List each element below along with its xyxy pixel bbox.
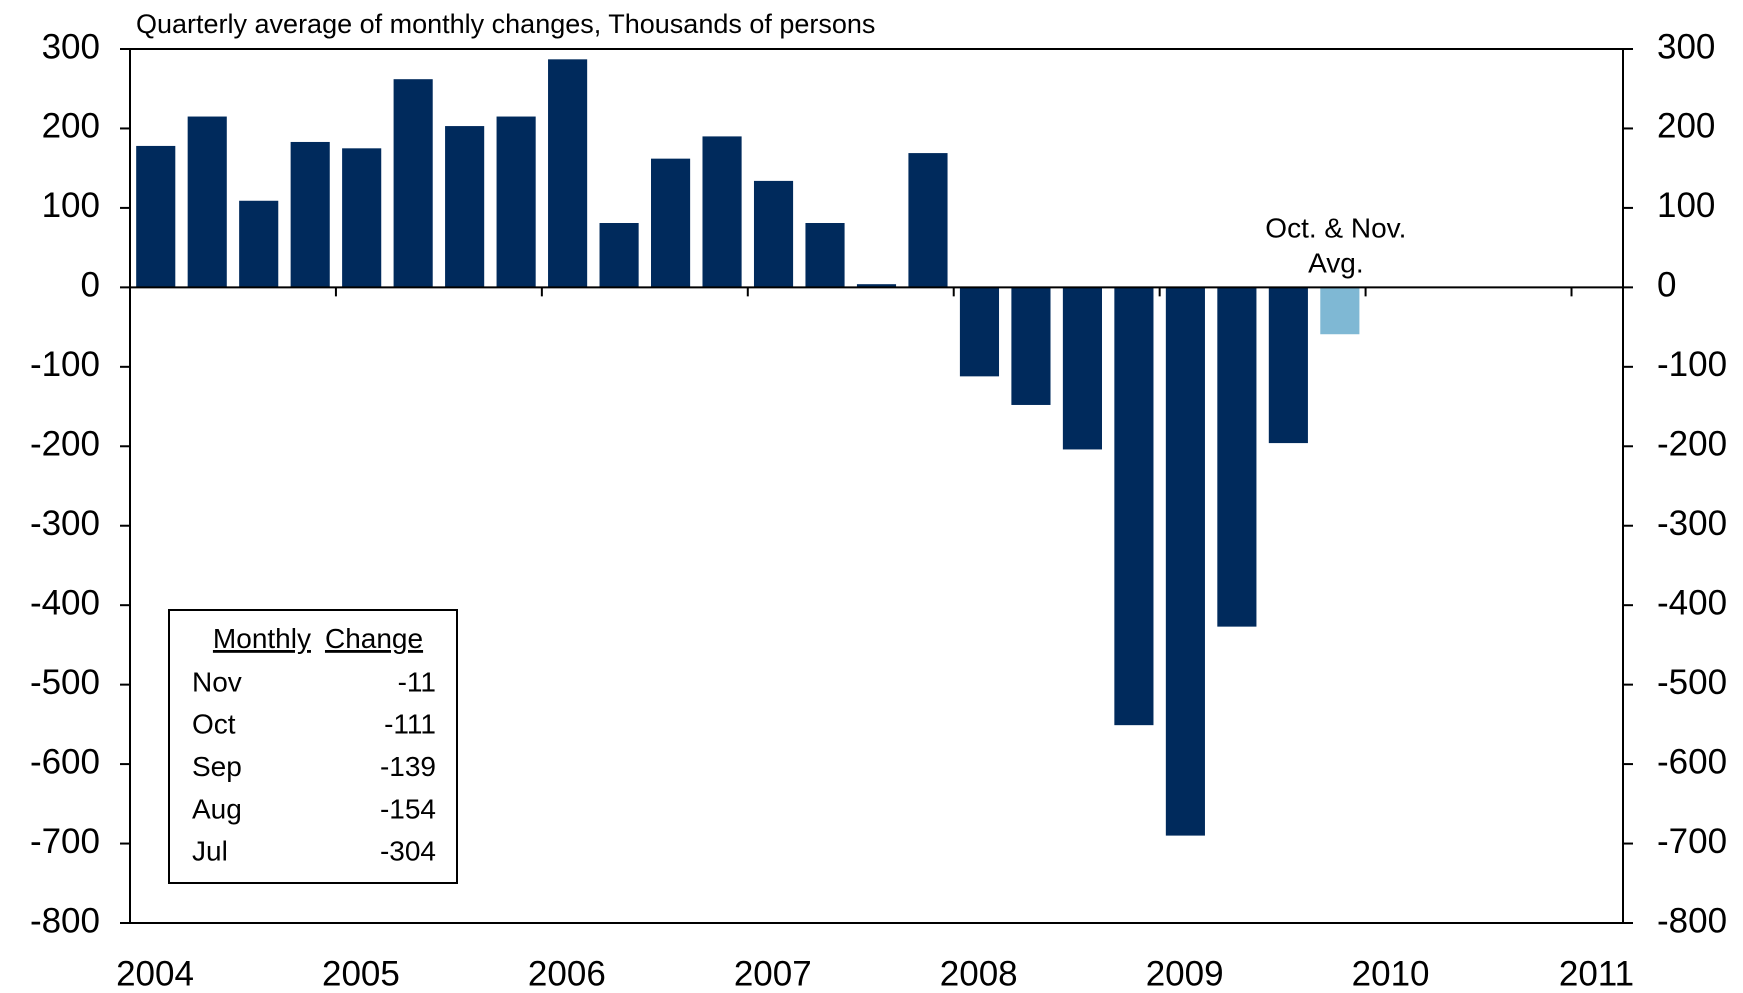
plot-frame bbox=[129, 48, 1624, 924]
table-value: -111 bbox=[384, 709, 436, 740]
annotation: Oct. & Nov. bbox=[1265, 212, 1406, 243]
y2-tick-label: -200 bbox=[1657, 425, 1727, 464]
y-tick-label: -400 bbox=[30, 583, 100, 622]
table-header-cell: Change bbox=[325, 623, 423, 654]
bar bbox=[959, 287, 1000, 377]
y-tick-label: -600 bbox=[30, 742, 100, 781]
table-value: -11 bbox=[398, 666, 436, 697]
bar bbox=[702, 136, 742, 288]
chart-subtitle: Quarterly average of monthly changes, Th… bbox=[136, 9, 875, 39]
bar bbox=[599, 223, 639, 288]
bar bbox=[908, 153, 948, 288]
table-value: -139 bbox=[380, 751, 436, 782]
table-month: Aug bbox=[192, 793, 242, 824]
y-tick-label: -300 bbox=[30, 504, 100, 543]
y2-tick-label: 300 bbox=[1657, 27, 1715, 66]
table-value: -154 bbox=[380, 793, 436, 824]
y-tick-label: -100 bbox=[30, 345, 100, 384]
annotation: Avg. bbox=[1308, 247, 1364, 278]
x-tick-label: 2010 bbox=[1352, 954, 1430, 993]
x-tick-label: 2005 bbox=[322, 954, 400, 993]
bar bbox=[290, 141, 330, 288]
bar bbox=[753, 180, 794, 288]
bar bbox=[187, 116, 227, 288]
inset-table bbox=[168, 609, 458, 884]
bar bbox=[1114, 287, 1154, 726]
y-tick-label: -700 bbox=[30, 822, 100, 861]
y-tick-label: 100 bbox=[42, 186, 100, 225]
table-value: -304 bbox=[380, 836, 436, 867]
bar bbox=[1062, 287, 1102, 450]
bar bbox=[393, 79, 433, 288]
bar bbox=[342, 148, 382, 288]
y2-tick-label: -500 bbox=[1657, 663, 1727, 702]
x-tick-label: 2007 bbox=[734, 954, 812, 993]
x-tick-label: 2008 bbox=[940, 954, 1018, 993]
bar bbox=[1217, 287, 1257, 627]
table-month: Oct bbox=[192, 709, 236, 740]
y2-tick-label: -300 bbox=[1657, 504, 1727, 543]
y2-tick-label: -800 bbox=[1657, 901, 1727, 940]
y-tick-label: 200 bbox=[42, 107, 100, 146]
table-header-cell: Monthly bbox=[213, 623, 311, 654]
bar bbox=[1165, 287, 1205, 836]
table-month: Nov bbox=[192, 666, 242, 697]
bar bbox=[651, 158, 691, 288]
x-tick-label: 2006 bbox=[528, 954, 606, 993]
y2-tick-label: -600 bbox=[1657, 742, 1727, 781]
x-tick-label: 2004 bbox=[116, 954, 194, 993]
bar bbox=[1268, 287, 1308, 444]
table-month: Sep bbox=[192, 751, 242, 782]
y-tick-label: -500 bbox=[30, 663, 100, 702]
y2-tick-label: -400 bbox=[1657, 583, 1727, 622]
x-tick-label: 2011 bbox=[1559, 954, 1634, 993]
bar bbox=[805, 223, 845, 288]
bar bbox=[548, 59, 588, 288]
y2-tick-label: 200 bbox=[1657, 107, 1715, 146]
y2-tick-label: 0 bbox=[1657, 266, 1676, 305]
table-month: Jul bbox=[192, 836, 228, 867]
y-tick-label: -800 bbox=[30, 901, 100, 940]
table-header: Monthly Change bbox=[213, 623, 423, 654]
y-tick-label: -200 bbox=[30, 425, 100, 464]
bar bbox=[1011, 287, 1051, 405]
bar bbox=[1320, 287, 1360, 335]
bar bbox=[136, 145, 176, 288]
y2-tick-label: -700 bbox=[1657, 822, 1727, 861]
y-tick-label: 300 bbox=[42, 27, 100, 66]
y2-tick-label: -100 bbox=[1657, 345, 1727, 384]
y2-tick-label: 100 bbox=[1657, 186, 1715, 225]
bar bbox=[445, 126, 485, 288]
bar bbox=[856, 284, 897, 288]
y-tick-label: 0 bbox=[81, 266, 100, 305]
bar bbox=[239, 200, 279, 288]
x-tick-label: 2009 bbox=[1146, 954, 1224, 993]
bar bbox=[496, 116, 536, 288]
